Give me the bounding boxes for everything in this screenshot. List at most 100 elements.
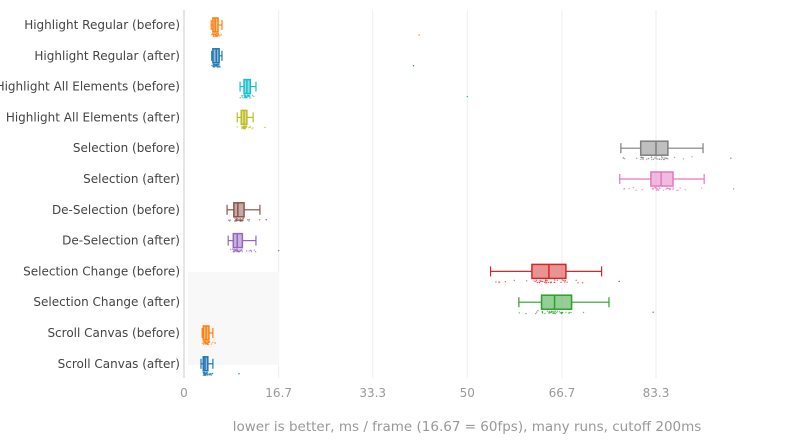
data-point bbox=[236, 248, 239, 251]
box-trace[interactable] bbox=[201, 325, 216, 346]
box-trace[interactable] bbox=[210, 17, 420, 37]
data-point bbox=[229, 248, 232, 251]
data-point bbox=[655, 189, 658, 191]
box-trace[interactable] bbox=[236, 109, 266, 130]
data-point bbox=[546, 279, 548, 282]
data-point bbox=[206, 372, 208, 375]
data-point bbox=[662, 189, 665, 191]
outlier-point bbox=[730, 157, 732, 159]
outlier-point bbox=[618, 280, 620, 283]
hover-highlight-region bbox=[188, 272, 279, 365]
outlier-point bbox=[418, 34, 420, 36]
data-point bbox=[700, 187, 703, 189]
data-point bbox=[641, 188, 643, 191]
box-trace[interactable] bbox=[489, 263, 620, 284]
data-point bbox=[241, 94, 244, 97]
box-trace[interactable] bbox=[620, 140, 732, 161]
data-point bbox=[248, 94, 251, 97]
data-point bbox=[215, 35, 218, 37]
data-point bbox=[202, 343, 205, 345]
category-label: Selection (after) bbox=[83, 172, 180, 186]
data-point bbox=[212, 63, 214, 66]
x-tick-label: 0 bbox=[180, 386, 188, 400]
box-trace[interactable] bbox=[227, 232, 280, 253]
data-point bbox=[235, 220, 237, 222]
data-point bbox=[554, 281, 556, 284]
data-point bbox=[682, 158, 685, 160]
data-point bbox=[632, 186, 635, 189]
data-point bbox=[250, 251, 253, 253]
box-trace[interactable] bbox=[518, 294, 654, 315]
data-point bbox=[547, 281, 550, 284]
data-point bbox=[663, 158, 666, 161]
data-point bbox=[203, 341, 205, 343]
data-point bbox=[210, 343, 213, 345]
data-point bbox=[244, 128, 246, 130]
data-point bbox=[525, 280, 528, 282]
data-point bbox=[209, 373, 211, 376]
data-point bbox=[563, 279, 565, 282]
data-point bbox=[669, 188, 671, 191]
category-label: Highlight Regular (after) bbox=[34, 49, 180, 63]
box-trace[interactable] bbox=[239, 78, 469, 99]
data-point bbox=[249, 125, 252, 128]
data-point bbox=[543, 281, 546, 284]
data-point bbox=[575, 279, 577, 281]
x-tick-label: 50 bbox=[460, 386, 475, 400]
data-point bbox=[218, 63, 220, 66]
data-point bbox=[210, 33, 213, 36]
data-point bbox=[218, 35, 220, 37]
data-point bbox=[556, 279, 559, 282]
data-point bbox=[212, 35, 215, 37]
data-point bbox=[642, 157, 645, 159]
data-point bbox=[237, 219, 239, 221]
data-point bbox=[220, 34, 223, 36]
box-trace[interactable] bbox=[200, 356, 240, 376]
box-trace[interactable] bbox=[619, 171, 735, 192]
data-point bbox=[248, 126, 250, 129]
data-point bbox=[235, 249, 237, 252]
data-point bbox=[236, 126, 238, 128]
data-point bbox=[535, 279, 538, 281]
data-point bbox=[677, 189, 679, 191]
data-point bbox=[207, 341, 210, 344]
data-point bbox=[666, 187, 668, 189]
data-point bbox=[550, 310, 553, 313]
data-point bbox=[243, 96, 246, 99]
x-tick-label: 16.7 bbox=[265, 386, 292, 400]
data-point bbox=[672, 188, 674, 191]
data-point bbox=[233, 220, 236, 222]
data-point bbox=[661, 156, 663, 159]
data-point bbox=[251, 128, 253, 130]
data-point bbox=[539, 279, 541, 282]
data-point bbox=[237, 217, 239, 220]
data-point bbox=[213, 35, 216, 37]
data-point bbox=[215, 64, 218, 66]
box-trace[interactable] bbox=[226, 202, 267, 222]
category-label: Selection Change (before) bbox=[23, 264, 180, 278]
data-point bbox=[243, 128, 245, 130]
data-point bbox=[201, 342, 204, 344]
data-point bbox=[204, 343, 206, 345]
x-tick-label: 83.3 bbox=[643, 386, 670, 400]
data-point bbox=[556, 310, 559, 312]
data-point bbox=[640, 158, 642, 161]
data-point bbox=[679, 187, 681, 189]
data-point bbox=[658, 158, 661, 160]
outlier-point bbox=[652, 311, 654, 313]
data-point bbox=[544, 280, 547, 282]
data-point bbox=[231, 248, 234, 250]
outlier-point bbox=[264, 126, 266, 129]
data-point bbox=[666, 157, 668, 159]
data-point bbox=[242, 219, 244, 222]
data-point bbox=[245, 95, 247, 98]
data-point bbox=[242, 218, 244, 220]
data-point bbox=[213, 33, 215, 35]
data-point bbox=[558, 311, 561, 313]
box-trace[interactable] bbox=[211, 48, 415, 68]
data-point bbox=[651, 158, 653, 161]
category-label: De-Selection (before) bbox=[52, 203, 180, 217]
box bbox=[540, 294, 573, 310]
data-point bbox=[568, 312, 570, 314]
